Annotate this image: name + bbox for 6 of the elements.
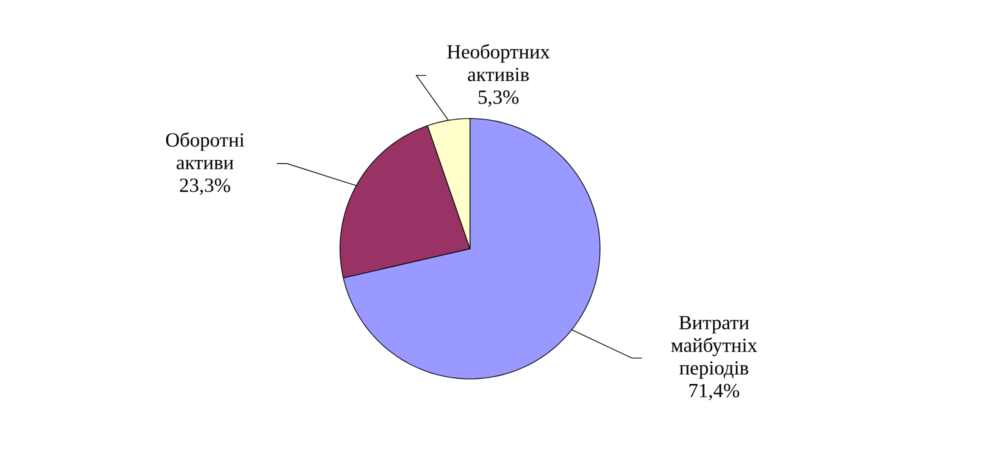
data-label: 71,4% [690,384,740,400]
slice-label: Необортних активів [447,44,550,82]
data-label: 23,3% [180,178,230,195]
slice-label: Оборотні активи [166,132,244,170]
legend-label: Витрати майбутніх періодів [671,316,758,379]
data-label: 5,3% [478,90,518,107]
